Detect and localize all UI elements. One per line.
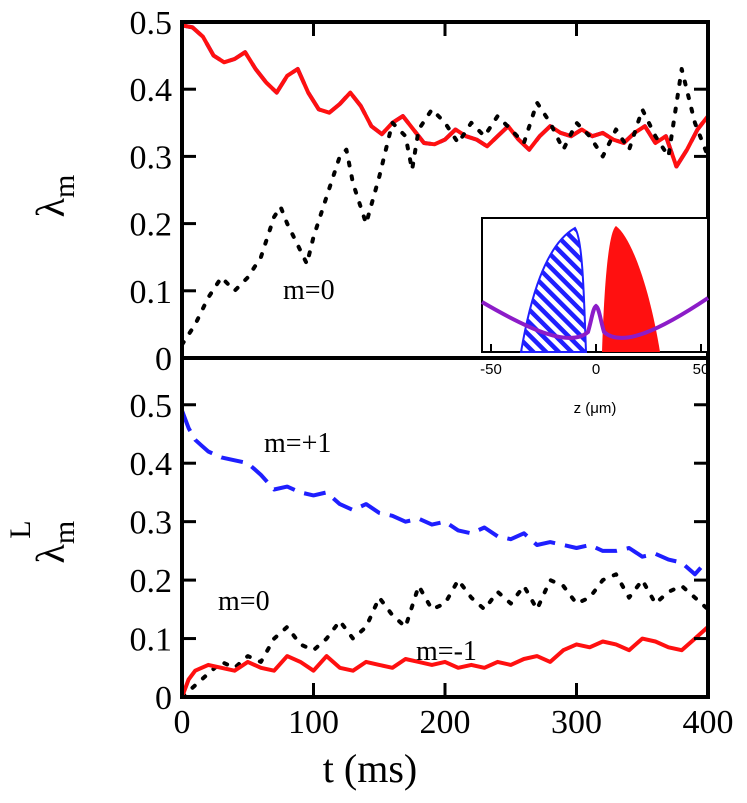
ytick-label-1-5: 0.5 [130, 388, 173, 425]
top-series-group [182, 23, 708, 347]
inset-red-density [602, 226, 660, 352]
ytick-label-0-4: 0.4 [130, 72, 173, 109]
top-ylabel-main: λ [28, 197, 73, 217]
xtick-label-2: 200 [420, 704, 471, 741]
inset-xtick-label-0: -50 [480, 361, 502, 378]
ytick-label-0-5: 0.5 [130, 5, 173, 42]
bottom-ylabel: λmL [4, 520, 81, 563]
bottom-annotation-m-minus1: m=-1 [416, 636, 477, 667]
bottom-ylabel-main: λ [28, 544, 73, 564]
inset-xlabel: z (μm) [574, 400, 617, 417]
ytick-label-1-0: 0 [155, 680, 172, 717]
ytick-label-0-3: 0.3 [130, 139, 173, 176]
ytick-label-1-1: 0.1 [130, 622, 173, 659]
inset-purple-potential [480, 296, 710, 340]
bottom-annotation-m-plus1: m=+1 [264, 428, 331, 459]
series-line-1-2 [182, 625, 708, 697]
ytick-label-0-2: 0.2 [130, 207, 173, 244]
xtick-label-0: 0 [174, 704, 191, 741]
top-panel: 0 0.1 0.2 0.3 0.4 0.5 m=0 λm [28, 5, 710, 378]
inset-blue-hatched-density [519, 226, 588, 353]
bottom-series-group [182, 409, 708, 697]
ytick-label-0-0: 0 [155, 341, 172, 378]
xtick-label-1: 100 [288, 704, 339, 741]
inset-frame [481, 217, 709, 353]
xtick-label-3: 300 [551, 704, 602, 741]
series-line-0-1 [182, 23, 708, 169]
bottom-ylabel-sup: L [4, 520, 37, 538]
bottom-xlabel: t (ms) [323, 746, 417, 791]
inset: -50 0 50 z (μm) [480, 217, 710, 417]
bottom-annotation-m0: m=0 [218, 586, 270, 617]
inset-xtick-label-1: 0 [592, 361, 600, 378]
xtick-label-4: 400 [683, 704, 734, 741]
bottom-panel: 0 0.1 0.2 0.3 0.4 0.5 0 100 200 300 400 m=+1 m=0 m… [4, 388, 734, 791]
top-ylabel-sub: m [48, 175, 81, 198]
bottom-ylabel-sub: m [48, 521, 81, 544]
ytick-label-1-2: 0.2 [130, 563, 173, 600]
ytick-label-1-3: 0.3 [130, 505, 173, 542]
ytick-label-1-4: 0.4 [130, 446, 173, 483]
series-line-1-0 [182, 409, 708, 577]
inset-ticks: -50 0 50 [480, 344, 709, 378]
top-annotation-m0: m=0 [283, 275, 335, 306]
top-ylabel: λm [28, 175, 81, 218]
bottom-ticks: 0 0.1 0.2 0.3 0.4 0.5 0 100 200 300 400 [130, 388, 734, 741]
ytick-label-0-1: 0.1 [130, 274, 173, 311]
inset-xtick-label-2: 50 [693, 361, 710, 378]
series-line-0-2 [182, 67, 708, 347]
